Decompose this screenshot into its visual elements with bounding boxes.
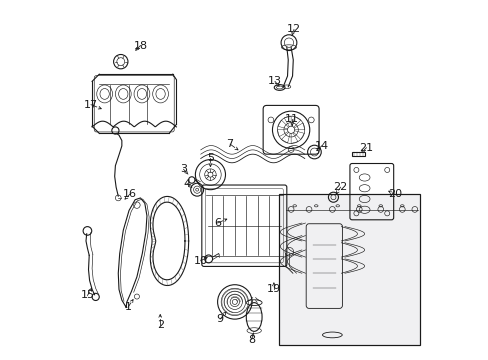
Text: 7: 7 — [226, 139, 233, 149]
Text: 12: 12 — [286, 24, 301, 35]
Text: 4: 4 — [183, 179, 190, 189]
Text: 19: 19 — [266, 284, 281, 294]
Text: 10: 10 — [193, 256, 207, 266]
Text: 18: 18 — [133, 41, 147, 50]
Bar — [278, 194, 419, 345]
Text: 22: 22 — [333, 182, 347, 192]
Text: 20: 20 — [387, 189, 401, 199]
Text: 21: 21 — [359, 143, 373, 153]
Text: 5: 5 — [206, 153, 213, 163]
Text: 13: 13 — [267, 76, 282, 86]
Text: 1: 1 — [124, 302, 131, 312]
Text: 16: 16 — [122, 189, 137, 199]
Bar — [351, 152, 364, 156]
Text: 14: 14 — [314, 141, 328, 151]
Text: 9: 9 — [216, 314, 223, 324]
Text: 17: 17 — [84, 100, 98, 110]
Text: 3: 3 — [180, 164, 186, 174]
Text: 15: 15 — [80, 291, 94, 301]
Text: 2: 2 — [156, 320, 163, 330]
Text: 11: 11 — [285, 114, 299, 124]
Text: 6: 6 — [214, 218, 221, 228]
Text: 8: 8 — [247, 334, 255, 345]
